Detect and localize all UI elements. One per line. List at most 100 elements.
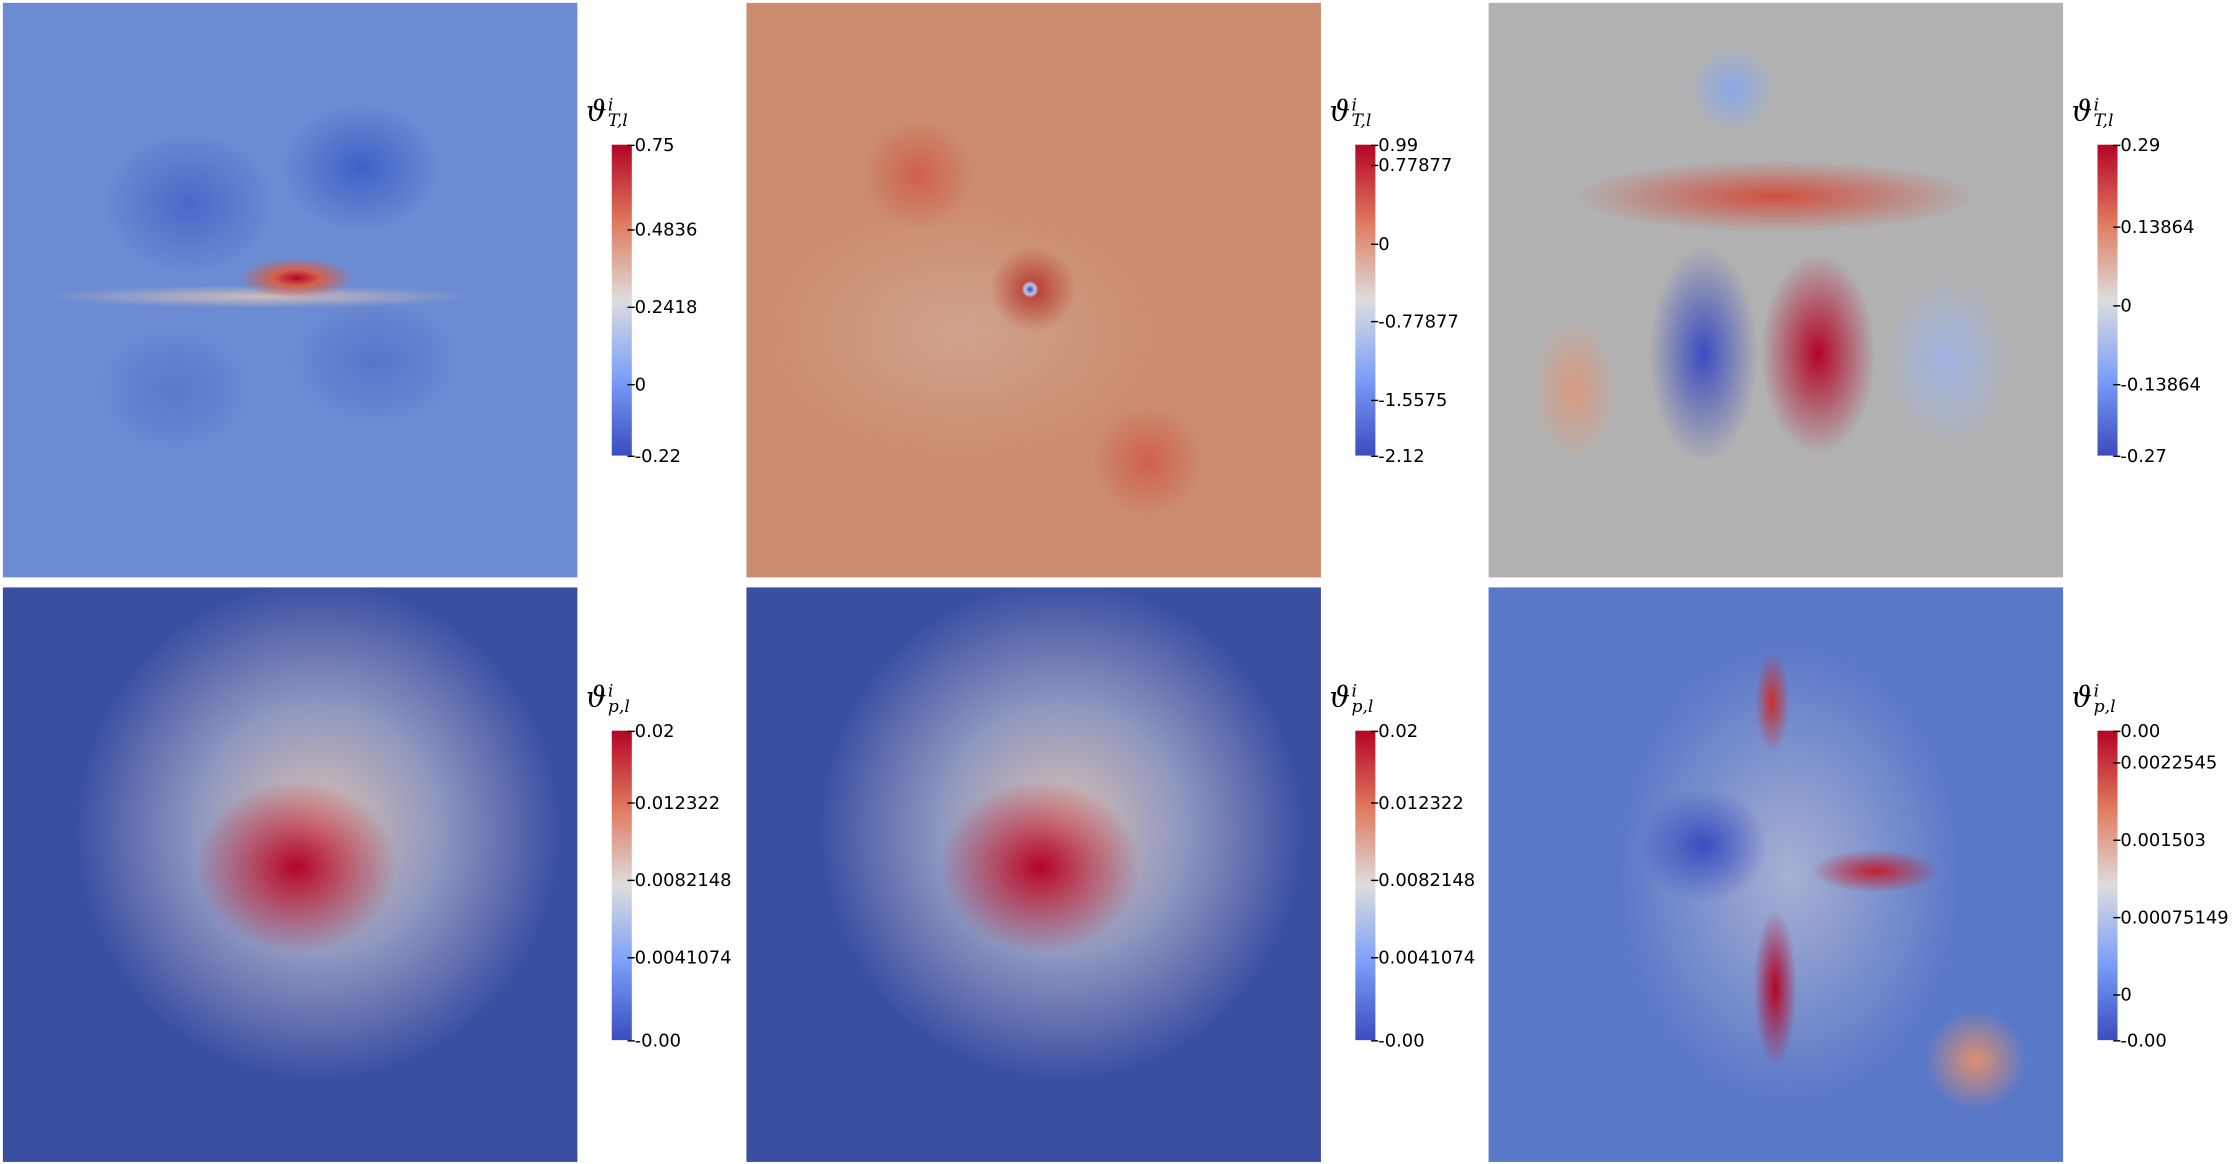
superscript: i bbox=[1351, 93, 1357, 114]
colorbar bbox=[1355, 730, 1376, 1041]
tick-label: 0.0041074 bbox=[1378, 946, 1476, 968]
subscript: p,l bbox=[2093, 695, 2116, 716]
tick-mark bbox=[627, 306, 635, 309]
tick-label: 0.00075149 bbox=[2120, 906, 2229, 928]
colorbar bbox=[611, 144, 632, 456]
tick-label: -0.00 bbox=[634, 1029, 682, 1051]
subscript: T,l bbox=[2093, 109, 2114, 130]
tick-label: 0.99 bbox=[1378, 133, 1419, 156]
superscript: i bbox=[2093, 93, 2100, 114]
tick-mark bbox=[1371, 1040, 1379, 1042]
tick-label: 0.02 bbox=[1378, 719, 1419, 742]
tick-label: 0 bbox=[1378, 232, 1390, 254]
field-plot bbox=[2, 2, 578, 578]
tick-mark bbox=[1371, 320, 1379, 323]
tick-mark bbox=[1371, 455, 1379, 458]
tick-label: 0.13864 bbox=[2120, 216, 2195, 238]
tick-mark bbox=[627, 956, 635, 959]
tick-mark bbox=[627, 1040, 635, 1042]
tick-label: -2.12 bbox=[1378, 444, 1425, 467]
tick-label: 0.0041074 bbox=[634, 946, 732, 968]
symbol: ϑ bbox=[1329, 93, 1351, 128]
tick-mark bbox=[2113, 144, 2121, 147]
tick-mark bbox=[1371, 802, 1379, 804]
superscript: i bbox=[607, 93, 614, 114]
scripts: i p,l bbox=[2093, 679, 2116, 716]
tick-label: 0.4836 bbox=[634, 218, 698, 240]
subscript: p,l bbox=[1351, 695, 1374, 716]
tick-mark bbox=[1371, 956, 1379, 959]
superscript: i bbox=[2093, 679, 2100, 700]
scripts: i T,l bbox=[607, 93, 628, 130]
colorbar-label: ϑ i T,l bbox=[1330, 93, 1372, 128]
tick-mark bbox=[2113, 916, 2121, 919]
tick-label: -0.00 bbox=[1378, 1029, 1425, 1051]
subscript: T,l bbox=[1351, 109, 1372, 130]
symbol: ϑ bbox=[2071, 93, 2093, 128]
scripts: i T,l bbox=[2093, 93, 2114, 130]
tick-label: 0.29 bbox=[2120, 133, 2161, 156]
tick-label: 0.00 bbox=[2120, 719, 2161, 742]
tick-label: 0.77877 bbox=[1378, 154, 1453, 176]
tick-label: 0.02 bbox=[634, 719, 675, 742]
tick-mark bbox=[2113, 226, 2121, 229]
tick-mark bbox=[1371, 144, 1379, 147]
tick-label: 0 bbox=[2120, 983, 2132, 1006]
scripts: i p,l bbox=[1351, 681, 1374, 716]
field-plot bbox=[2, 587, 578, 1162]
colorbar bbox=[1355, 144, 1376, 456]
colorbar-label: ϑ i T,l bbox=[586, 93, 628, 128]
tick-label: 0.2418 bbox=[634, 295, 698, 318]
tick-mark bbox=[627, 879, 635, 881]
tick-label: -0.00 bbox=[2120, 1029, 2167, 1051]
symbol: ϑ bbox=[1329, 679, 1351, 714]
scripts: i p,l bbox=[607, 679, 630, 716]
colorbar bbox=[611, 730, 632, 1041]
colorbar-label: ϑ i T,l bbox=[2072, 93, 2114, 128]
tick-mark bbox=[2113, 994, 2121, 996]
tick-label: 0.012322 bbox=[1378, 791, 1464, 813]
symbol: ϑ bbox=[2071, 679, 2093, 714]
tick-mark bbox=[1371, 879, 1379, 881]
tick-label: 0.75 bbox=[634, 133, 675, 156]
subscript: p,l bbox=[607, 695, 630, 716]
tick-mark bbox=[2113, 730, 2121, 733]
field-plot bbox=[746, 2, 1321, 578]
symbol: ϑ bbox=[585, 679, 607, 714]
superscript: i bbox=[607, 679, 614, 700]
tick-mark bbox=[2113, 304, 2121, 306]
tick-mark bbox=[627, 384, 635, 386]
tick-label: 0.0022545 bbox=[2120, 751, 2218, 773]
colorbar bbox=[2097, 144, 2118, 456]
colorbar-label: ϑ i p,l bbox=[2072, 679, 2116, 714]
field-plot bbox=[1488, 2, 2064, 578]
tick-mark bbox=[2113, 839, 2121, 842]
tick-label: 0.012322 bbox=[634, 791, 721, 813]
tick-label: -0.13864 bbox=[2120, 373, 2201, 395]
tick-label: 0.001503 bbox=[2120, 828, 2206, 851]
tick-label: -1.5575 bbox=[1378, 388, 1448, 411]
tick-label: 0 bbox=[634, 373, 647, 395]
tick-mark bbox=[2113, 455, 2121, 458]
tick-mark bbox=[1371, 164, 1379, 167]
tick-label: -0.22 bbox=[634, 444, 682, 467]
tick-mark bbox=[1371, 399, 1379, 401]
tick-label: -0.77877 bbox=[1378, 310, 1459, 332]
tick-label: 0 bbox=[2120, 293, 2132, 316]
tick-mark bbox=[627, 229, 635, 231]
tick-label: 0.0082148 bbox=[1378, 868, 1476, 891]
symbol: ϑ bbox=[585, 93, 607, 128]
tick-label: 0.0082148 bbox=[634, 868, 732, 891]
tick-mark bbox=[627, 802, 635, 804]
field-plot bbox=[746, 587, 1321, 1162]
tick-mark bbox=[2113, 383, 2121, 386]
colorbar-label: ϑ i p,l bbox=[1330, 679, 1374, 714]
scripts: i T,l bbox=[1351, 93, 1372, 130]
colorbar bbox=[2097, 730, 2118, 1041]
field-plot bbox=[1488, 587, 2064, 1162]
tick-mark bbox=[627, 730, 635, 733]
tick-mark bbox=[1371, 730, 1379, 733]
subscript: T,l bbox=[607, 109, 628, 130]
tick-mark bbox=[627, 455, 635, 458]
